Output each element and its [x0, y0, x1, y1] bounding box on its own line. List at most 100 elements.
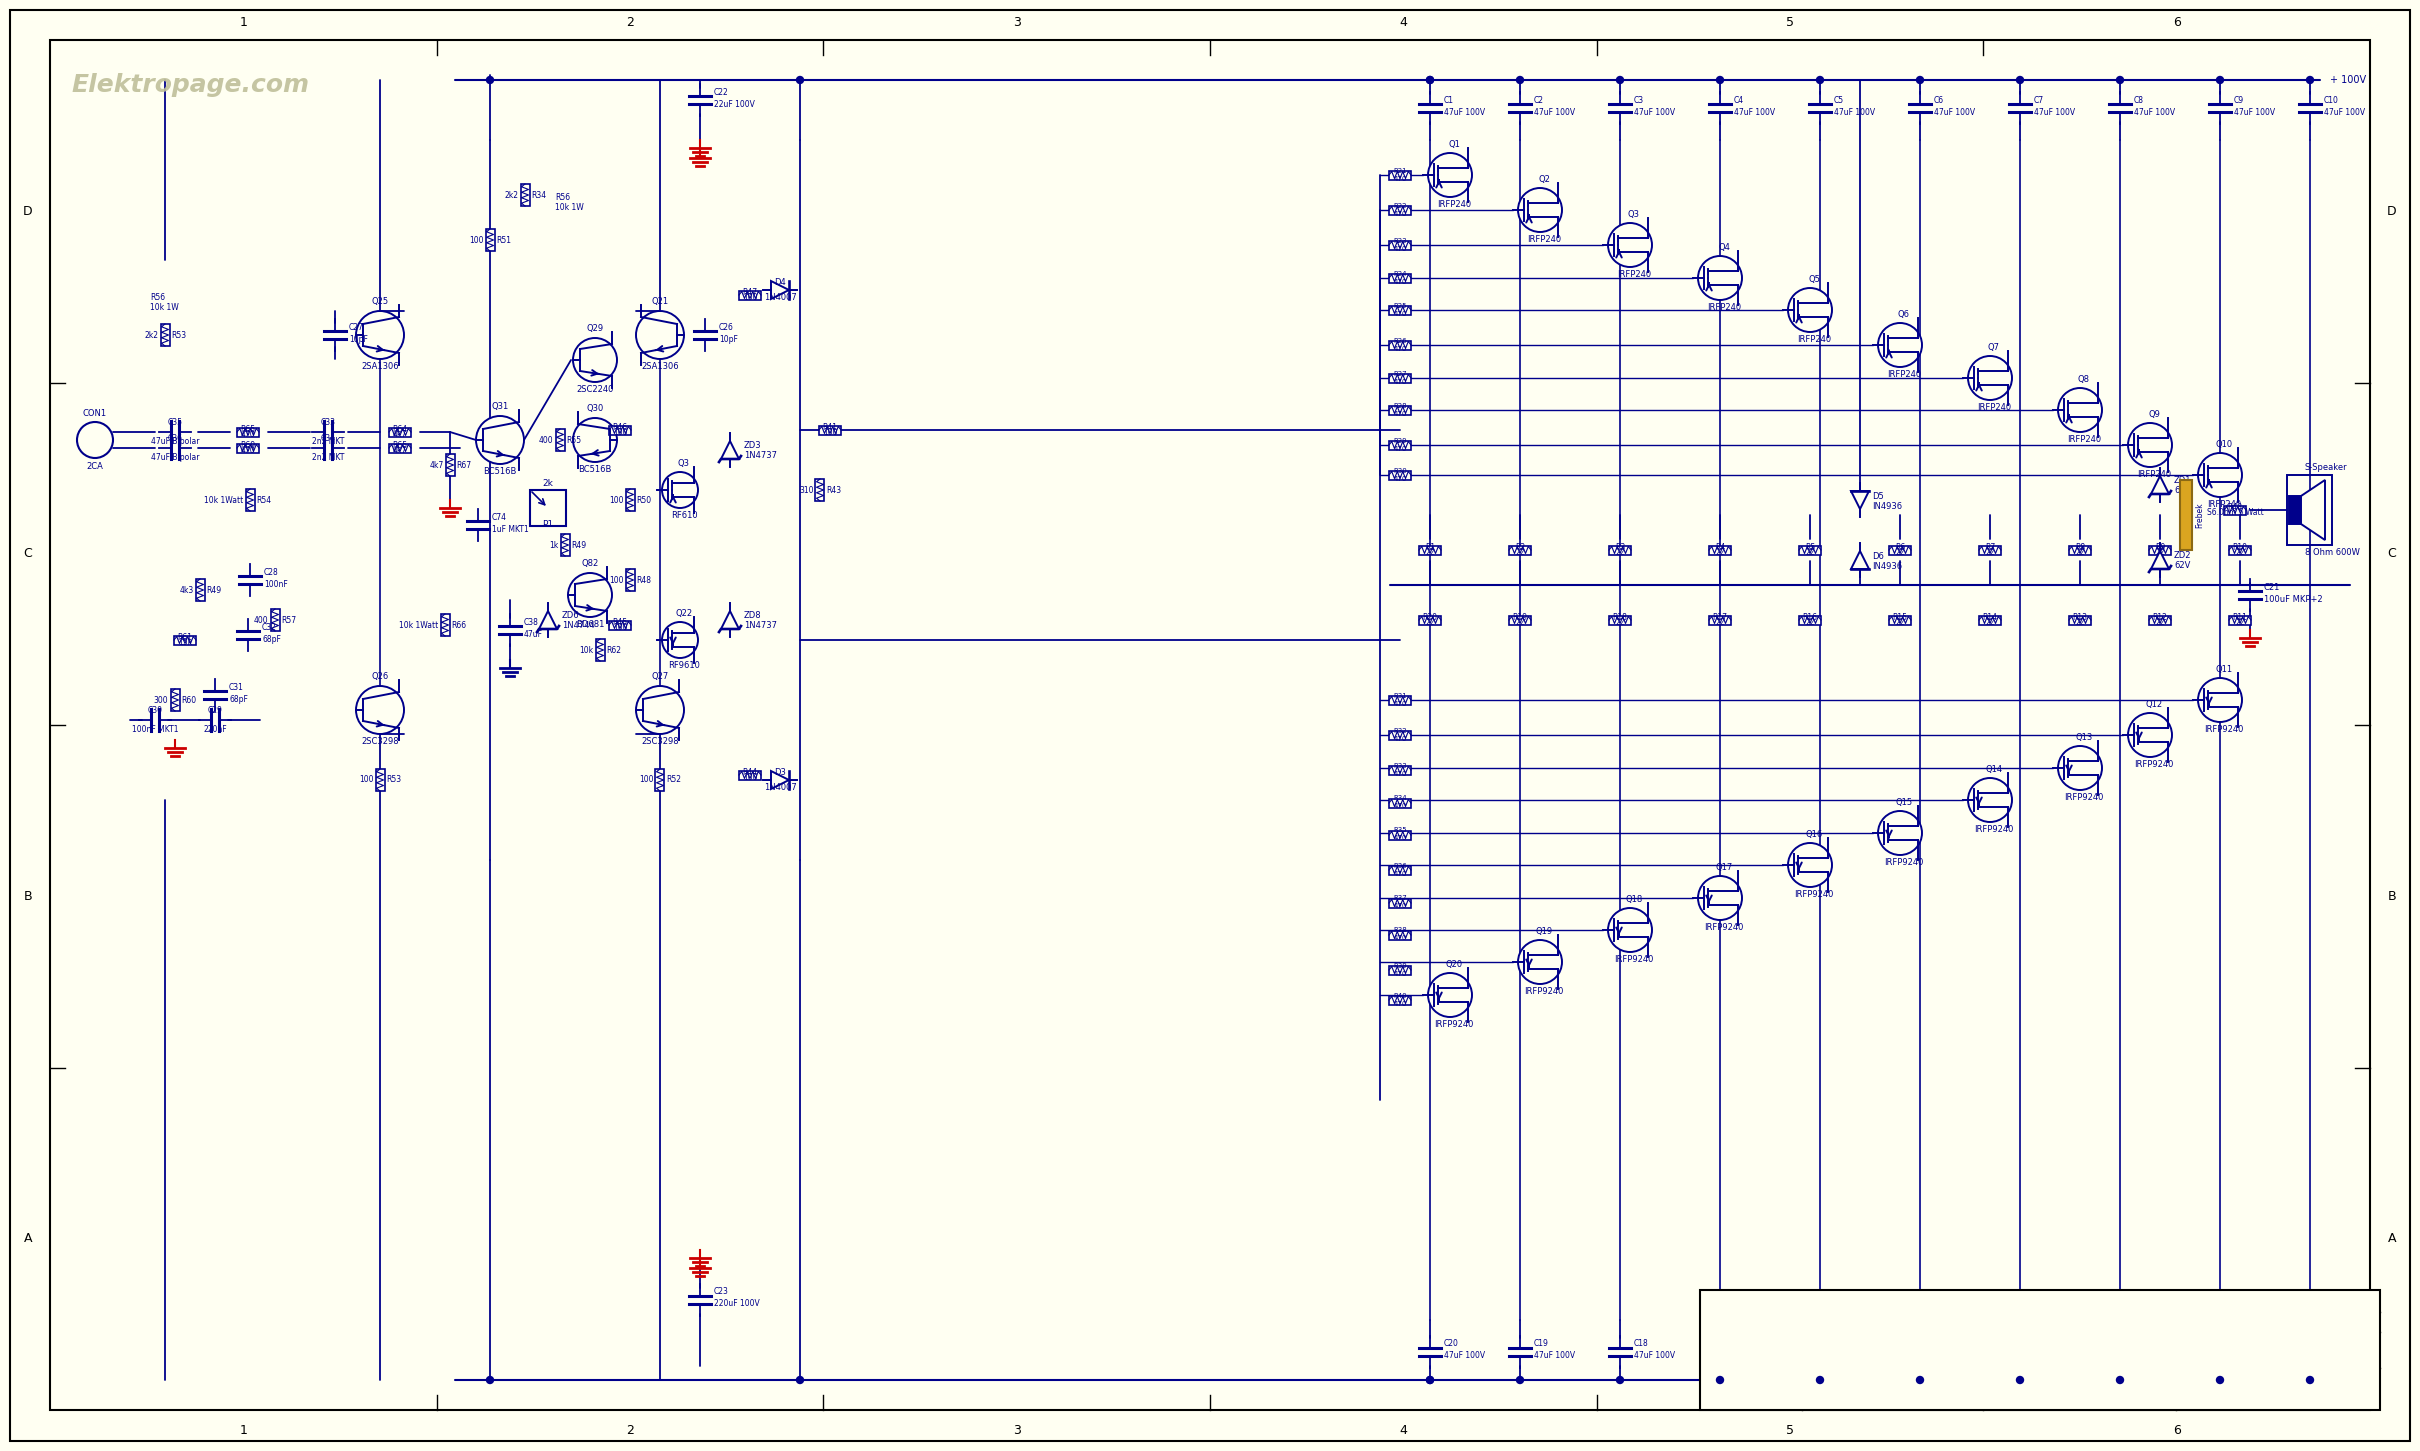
Text: Frebek: Frebek — [2195, 502, 2205, 528]
Text: 1k: 1k — [549, 541, 559, 550]
Text: C27: C27 — [348, 322, 363, 331]
Circle shape — [1699, 876, 1742, 920]
Bar — [1389, 965, 1411, 975]
Text: C6: C6 — [1934, 96, 1943, 104]
Text: 47uF 100V: 47uF 100V — [1634, 107, 1675, 116]
Text: 65V: 65V — [2173, 486, 2190, 495]
Circle shape — [1917, 1377, 1924, 1383]
Text: R9: R9 — [2154, 543, 2166, 551]
Circle shape — [2118, 1377, 2122, 1383]
Text: 2SA1306: 2SA1306 — [361, 361, 399, 371]
Bar — [2229, 546, 2251, 554]
Text: 47uF 100V: 47uF 100V — [2234, 107, 2275, 116]
Circle shape — [1607, 908, 1653, 952]
Text: 47uF 100V: 47uF 100V — [2033, 1351, 2074, 1361]
Text: 22: 22 — [1614, 547, 1624, 557]
Text: C1: C1 — [1445, 96, 1454, 104]
Text: 3: 3 — [1012, 16, 1021, 29]
Text: R3: R3 — [1614, 543, 1626, 551]
Circle shape — [1617, 1377, 1624, 1383]
Bar — [1418, 546, 1440, 554]
Bar — [375, 769, 385, 791]
Text: Date:: Date: — [1709, 1373, 1728, 1381]
Bar — [237, 444, 259, 453]
Bar — [390, 428, 411, 437]
Text: 1N4007: 1N4007 — [765, 293, 796, 302]
Bar — [624, 569, 634, 591]
Text: 10k 1W: 10k 1W — [554, 203, 583, 212]
Text: C38: C38 — [525, 618, 540, 627]
Text: R5: R5 — [1805, 543, 1815, 551]
Text: 4k7: 4k7 — [392, 445, 407, 454]
Circle shape — [1788, 843, 1832, 887]
Text: 2k2: 2k2 — [503, 190, 518, 199]
Bar — [2149, 615, 2171, 624]
Text: R66: R66 — [453, 621, 467, 630]
Text: R69: R69 — [240, 441, 257, 450]
Bar — [1389, 306, 1411, 315]
Text: 470: 470 — [1394, 176, 1406, 181]
Text: 4: 4 — [1399, 16, 1408, 29]
Circle shape — [796, 1377, 803, 1383]
Circle shape — [1817, 1377, 1825, 1383]
Text: IRFP9240: IRFP9240 — [2064, 794, 2103, 802]
Circle shape — [796, 77, 803, 84]
Text: 10k: 10k — [578, 646, 593, 654]
Text: 22: 22 — [2236, 618, 2246, 627]
Text: C: C — [24, 547, 31, 560]
Text: 6: 6 — [2173, 1423, 2180, 1436]
Text: D:\Misdocuments\Electronics\Audio\Amplifiers\HighPower Amplifiers - www...: D:\Misdocuments\Electronics\Audio\Amplif… — [1745, 1393, 1987, 1397]
Text: R11: R11 — [2234, 612, 2248, 621]
Text: Q25: Q25 — [370, 297, 390, 306]
Text: 15k: 15k — [179, 637, 191, 647]
Polygon shape — [721, 611, 738, 628]
Text: R8: R8 — [2074, 543, 2086, 551]
Text: 100: 100 — [639, 775, 653, 785]
Text: Q17: Q17 — [1716, 863, 1733, 872]
Text: R55: R55 — [566, 435, 581, 444]
Text: 22: 22 — [2156, 547, 2166, 557]
Text: IN4936: IN4936 — [1873, 502, 1902, 511]
Circle shape — [356, 311, 404, 358]
Text: C13: C13 — [2134, 1339, 2149, 1348]
Text: R25: R25 — [1394, 302, 1406, 309]
Bar — [2287, 474, 2333, 546]
Text: Q13: Q13 — [2076, 733, 2093, 741]
Text: 470: 470 — [1394, 245, 1406, 251]
Bar — [1389, 930, 1411, 939]
Text: R48: R48 — [636, 576, 651, 585]
Circle shape — [1517, 1377, 1525, 1383]
Text: 1N4737: 1N4737 — [743, 450, 777, 460]
Text: IRFP9240: IRFP9240 — [1704, 923, 1745, 932]
Text: R7: R7 — [1984, 543, 1994, 551]
Text: 22: 22 — [1515, 547, 1525, 557]
Text: Q22: Q22 — [675, 609, 692, 618]
Text: Q21: Q21 — [651, 297, 668, 306]
Text: Q5: Q5 — [1808, 276, 1820, 284]
Text: 47uF Bipolar: 47uF Bipolar — [150, 437, 198, 445]
Text: 400: 400 — [540, 435, 554, 444]
Text: IRFP240: IRFP240 — [2137, 470, 2171, 479]
Polygon shape — [540, 611, 557, 628]
Bar — [1389, 830, 1411, 840]
Text: R48: R48 — [2226, 502, 2243, 512]
Text: R50: R50 — [636, 495, 651, 505]
Text: R16: R16 — [1803, 612, 1817, 621]
Text: C23: C23 — [714, 1287, 728, 1297]
Text: 100: 100 — [743, 772, 757, 782]
Text: D6: D6 — [1873, 551, 1883, 560]
Text: 300: 300 — [155, 695, 169, 705]
Text: 22: 22 — [1984, 618, 1994, 627]
Text: 470: 470 — [1394, 1001, 1406, 1007]
Text: C74: C74 — [491, 512, 508, 521]
Circle shape — [2217, 77, 2224, 84]
Text: R57: R57 — [281, 615, 298, 624]
Bar — [1890, 546, 1912, 554]
Text: C32: C32 — [261, 622, 276, 631]
Text: R56: R56 — [150, 293, 165, 302]
Text: 2n2 MKT: 2n2 MKT — [312, 453, 344, 461]
Text: 47uF 100V: 47uF 100V — [2234, 1351, 2275, 1361]
Bar — [2229, 615, 2251, 624]
Text: C21: C21 — [2265, 582, 2280, 592]
Bar — [1389, 730, 1411, 740]
